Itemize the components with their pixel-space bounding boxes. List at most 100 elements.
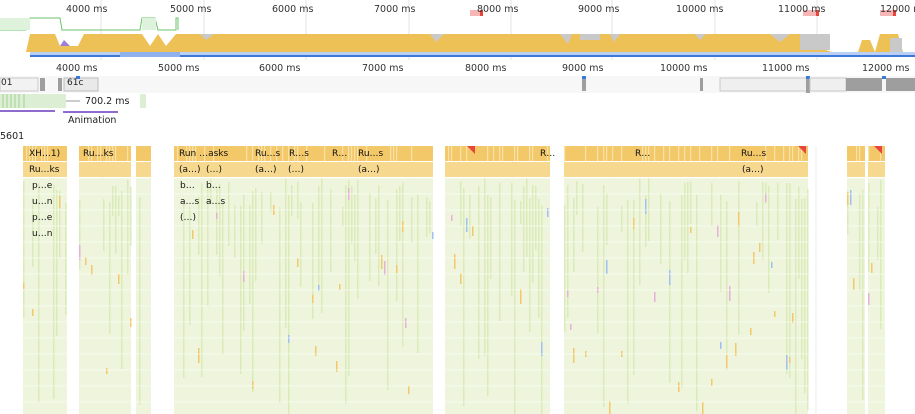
task-tick[interactable]: [729, 146, 731, 161]
script-block[interactable]: [79, 178, 131, 414]
task-tick[interactable]: [106, 146, 108, 161]
script-tick[interactable]: [853, 278, 855, 290]
overview-chart[interactable]: [0, 0, 915, 60]
task-tick[interactable]: [669, 146, 671, 161]
script-column[interactable]: [762, 182, 764, 260]
script-block[interactable]: [136, 178, 151, 414]
script-column[interactable]: [255, 188, 257, 281]
task-tick[interactable]: [294, 146, 296, 161]
script-tick[interactable]: [729, 286, 731, 301]
task-tick[interactable]: [517, 146, 519, 161]
script-column[interactable]: [877, 207, 879, 260]
task-tick[interactable]: [258, 146, 260, 161]
script-column[interactable]: [573, 198, 575, 272]
script-column[interactable]: [582, 184, 584, 252]
task-tick[interactable]: [252, 146, 254, 161]
script-tick[interactable]: [454, 254, 456, 269]
task-tick[interactable]: [47, 146, 49, 161]
task-tick[interactable]: [529, 146, 531, 161]
task-bar[interactable]: [136, 162, 151, 177]
task-tick[interactable]: [112, 146, 114, 161]
script-tick[interactable]: [765, 193, 767, 202]
task-tick[interactable]: [532, 146, 534, 161]
script-column[interactable]: [526, 179, 528, 257]
long-task-marker[interactable]: [467, 146, 475, 154]
flame-chart[interactable]: XH…1) Ru…ks Run …asks Ru…s R…s R… Ru…s R…: [23, 146, 915, 414]
script-column[interactable]: [597, 207, 599, 333]
script-tick[interactable]: [567, 290, 569, 297]
task-tick[interactable]: [466, 146, 468, 161]
task-tick[interactable]: [195, 146, 197, 161]
script-column[interactable]: [115, 186, 117, 254]
script-column[interactable]: [318, 186, 320, 289]
task-tick[interactable]: [856, 146, 858, 161]
script-column[interactable]: [53, 185, 55, 399]
task-tick[interactable]: [448, 146, 450, 161]
script-column[interactable]: [567, 185, 569, 318]
script-column[interactable]: [32, 198, 34, 267]
script-tick[interactable]: [408, 386, 410, 394]
task-tick[interactable]: [177, 146, 179, 161]
script-tick[interactable]: [759, 243, 761, 252]
long-task-marker[interactable]: [798, 146, 806, 154]
task-tick[interactable]: [246, 146, 248, 161]
task-tick[interactable]: [789, 146, 791, 161]
task-tick[interactable]: [514, 146, 516, 161]
script-tick[interactable]: [85, 257, 87, 265]
script-column[interactable]: [38, 183, 40, 403]
task-tick[interactable]: [606, 146, 608, 161]
task-tick[interactable]: [597, 146, 599, 161]
script-column[interactable]: [576, 181, 578, 215]
script-column[interactable]: [687, 182, 689, 273]
script-column[interactable]: [354, 194, 356, 261]
script-tick[interactable]: [720, 342, 722, 349]
script-column[interactable]: [789, 183, 791, 378]
script-column[interactable]: [387, 200, 389, 390]
script-column[interactable]: [645, 195, 647, 247]
task-tick[interactable]: [585, 146, 587, 161]
task-bar[interactable]: [564, 162, 808, 177]
task-tick[interactable]: [621, 146, 623, 161]
task-bar[interactable]: [445, 162, 550, 177]
script-column[interactable]: [777, 183, 779, 240]
script-column[interactable]: [321, 178, 323, 313]
script-column[interactable]: [768, 186, 770, 293]
script-tick[interactable]: [786, 355, 788, 370]
task-tick[interactable]: [88, 146, 90, 161]
task-tick[interactable]: [342, 146, 344, 161]
task-tick[interactable]: [765, 146, 767, 161]
script-column[interactable]: [514, 200, 516, 414]
task-tick[interactable]: [270, 146, 272, 161]
script-tick[interactable]: [606, 260, 608, 274]
script-column[interactable]: [243, 195, 245, 331]
script-column[interactable]: [330, 189, 332, 272]
script-column[interactable]: [59, 191, 61, 258]
script-column[interactable]: [426, 197, 428, 237]
task-tick[interactable]: [678, 146, 680, 161]
script-tick[interactable]: [547, 208, 549, 217]
task-bar[interactable]: [79, 162, 131, 177]
script-column[interactable]: [348, 180, 350, 376]
task-tick[interactable]: [366, 146, 368, 161]
script-tick[interactable]: [850, 190, 852, 205]
task-bar[interactable]: [174, 146, 433, 161]
task-tick[interactable]: [35, 146, 37, 161]
task-tick[interactable]: [783, 146, 785, 161]
script-tick[interactable]: [79, 245, 81, 260]
script-tick[interactable]: [868, 293, 870, 305]
script-column[interactable]: [633, 200, 635, 375]
script-tick[interactable]: [252, 381, 254, 389]
script-column[interactable]: [684, 183, 686, 260]
script-column[interactable]: [79, 200, 81, 269]
script-column[interactable]: [690, 182, 692, 224]
script-column[interactable]: [300, 202, 302, 287]
task-tick[interactable]: [282, 146, 284, 161]
task-tick[interactable]: [276, 146, 278, 161]
script-tick[interactable]: [774, 311, 776, 317]
task-tick[interactable]: [603, 146, 605, 161]
script-column[interactable]: [207, 185, 209, 306]
script-column[interactable]: [484, 178, 486, 356]
script-column[interactable]: [342, 207, 344, 227]
script-tick[interactable]: [318, 285, 320, 291]
script-column[interactable]: [378, 185, 380, 286]
